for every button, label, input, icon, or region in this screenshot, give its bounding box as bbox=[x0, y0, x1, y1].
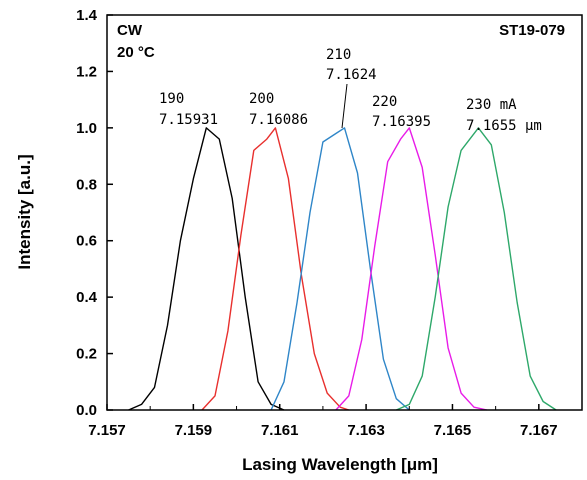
plot-lines bbox=[128, 127, 557, 411]
peak-wavelength-label: 7.15931 bbox=[159, 112, 218, 128]
series-line-2 bbox=[270, 127, 410, 411]
peak-current-label: 190 bbox=[159, 91, 184, 107]
condition-mode: CW bbox=[117, 22, 143, 39]
peak-wavelength-label: 7.1655 μm bbox=[466, 118, 542, 134]
y-tick-label: 0.8 bbox=[76, 176, 97, 193]
peak-current-label: 200 bbox=[249, 91, 274, 107]
peak-current-label: 210 bbox=[326, 47, 351, 63]
series-line-3 bbox=[335, 127, 488, 411]
y-tick-label: 0.0 bbox=[76, 402, 97, 419]
y-tick-label: 0.4 bbox=[76, 289, 98, 306]
peak-current-label: 230 mA bbox=[466, 97, 517, 113]
label-leader-line bbox=[341, 83, 348, 129]
series-line-0 bbox=[128, 127, 285, 411]
x-tick-label: 7.163 bbox=[347, 422, 385, 439]
x-axis-title: Lasing Wavelength [μm] bbox=[242, 455, 438, 474]
x-tick-label: 7.167 bbox=[520, 422, 558, 439]
plot-frame bbox=[106, 14, 583, 411]
x-tick-label: 7.165 bbox=[434, 422, 472, 439]
y-tick-label: 0.2 bbox=[76, 346, 97, 363]
sample-id: ST19-079 bbox=[499, 22, 565, 39]
x-tick-label: 7.161 bbox=[261, 422, 299, 439]
condition-temp: 20 °C bbox=[117, 44, 155, 61]
y-tick-label: 1.2 bbox=[76, 63, 97, 80]
y-tick-label: 1.0 bbox=[76, 120, 97, 137]
x-tick-label: 7.157 bbox=[88, 422, 126, 439]
peak-wavelength-label: 7.16395 bbox=[372, 114, 431, 130]
y-tick-label: 0.6 bbox=[76, 233, 97, 250]
peak-labels: 190 7.15931 200 7.16086 210 7.1624 220 7.16395 2… bbox=[159, 47, 542, 134]
x-tick-label: 7.159 bbox=[175, 422, 213, 439]
peak-wavelength-label: 7.16086 bbox=[249, 112, 308, 128]
peak-wavelength-label: 7.1624 bbox=[326, 67, 377, 83]
peak-current-label: 220 bbox=[372, 94, 397, 110]
y-axis-title: Intensity [a.u.] bbox=[15, 154, 34, 269]
axes: 0.0 0.2 0.4 0.6 0.8 1.0 1.2 1.4 7.157 7.159 7.161 7… bbox=[76, 7, 583, 439]
series-line-1 bbox=[201, 127, 350, 411]
y-tick-label: 1.4 bbox=[76, 7, 98, 24]
series-line-4 bbox=[396, 127, 557, 411]
